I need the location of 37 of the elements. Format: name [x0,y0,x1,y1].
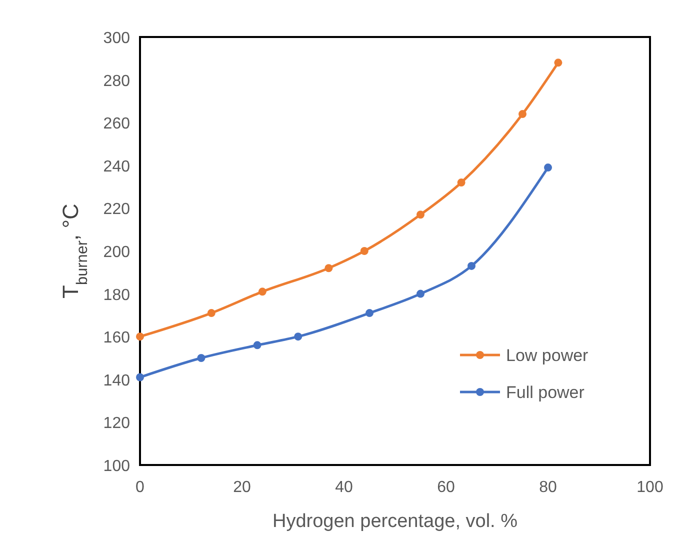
point [518,110,526,118]
point [294,332,302,341]
y-tick-label: 240 [103,158,130,176]
point [207,309,216,318]
y-tick-label: 180 [103,286,130,304]
x-tick-label: 60 [437,479,455,496]
point [457,178,466,187]
y-tick-label: 220 [103,201,130,218]
y-tick-label: 200 [103,244,130,261]
x-tick-label: 0 [136,479,145,496]
x-tick-label: 40 [335,479,353,496]
point [468,262,476,270]
x-tick-label: 80 [539,479,557,496]
point [258,288,266,296]
y-tick-label: 120 [103,415,130,432]
point [360,247,368,255]
y-tick-label: 280 [103,72,130,90]
legend-label: Low power [506,346,589,365]
point [544,164,552,172]
x-axis-title: Hydrogen percentage, vol. % [272,511,518,532]
point [416,210,424,219]
y-tick-label: 300 [103,30,130,47]
point [197,354,206,362]
point [554,58,562,67]
x-tick-label: 100 [636,479,664,496]
point [366,309,374,318]
y-tick-label: 100 [103,458,130,475]
point [253,341,262,350]
point [136,332,144,341]
y-tick-label: 260 [103,116,130,133]
legend-label: Full power [506,383,585,402]
y-tick-label: 140 [103,372,130,390]
y-tick-label: 160 [103,330,130,347]
x-tick-label: 20 [233,479,251,496]
point [324,264,333,272]
point [136,373,144,382]
point [416,290,424,298]
